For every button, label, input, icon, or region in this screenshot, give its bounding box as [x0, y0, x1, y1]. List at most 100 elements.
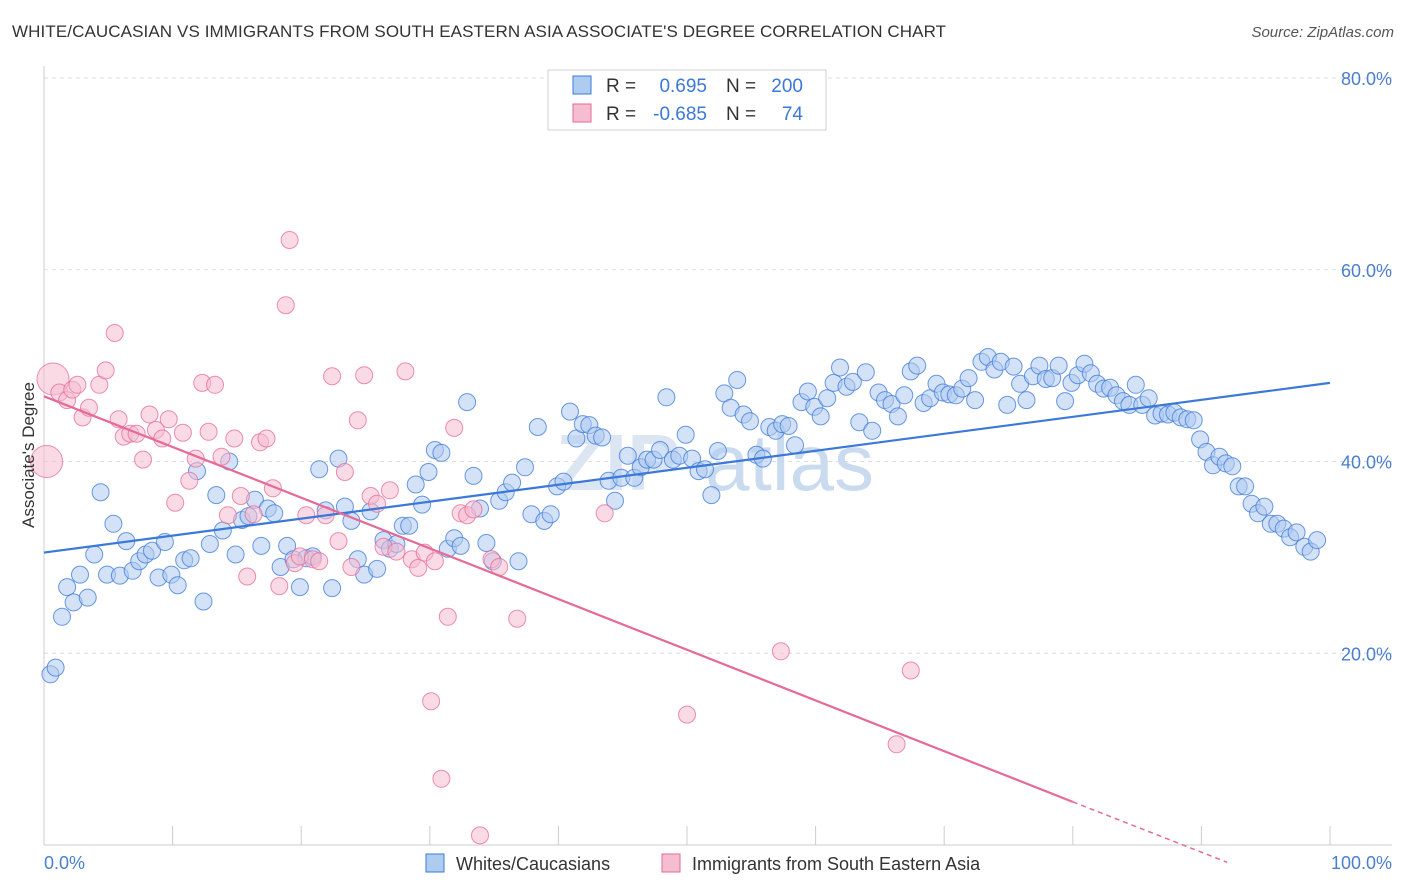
y-tick-label: 40.0% — [1341, 453, 1392, 473]
point-whites — [1236, 477, 1255, 496]
point-whites — [651, 441, 669, 459]
point-whites — [895, 386, 914, 405]
point-whites — [464, 466, 483, 485]
stats-swatch-blue — [572, 75, 592, 95]
point-immigrants — [276, 296, 295, 315]
point-whites — [1255, 497, 1274, 516]
point-whites — [888, 407, 907, 426]
point-whites — [606, 491, 624, 510]
point-whites — [53, 607, 71, 626]
point-immigrants — [212, 447, 231, 466]
point-whites — [863, 421, 882, 440]
point-immigrants — [387, 542, 406, 561]
point-immigrants — [396, 362, 415, 381]
point-whites — [85, 545, 104, 564]
trend-line-whites — [43, 381, 1331, 554]
point-whites — [959, 369, 978, 388]
point-whites — [966, 391, 985, 410]
point-whites — [1308, 531, 1327, 550]
chart-title: WHITE/CAUCASIAN VS IMMIGRANTS FROM SOUTH… — [12, 22, 947, 41]
point-immigrants — [310, 552, 329, 571]
y-tick-label: 80.0% — [1341, 69, 1392, 89]
legend-swatch-whites — [425, 853, 445, 873]
point-immigrants — [159, 410, 178, 429]
point-whites — [1139, 389, 1158, 408]
point-immigrants — [335, 463, 354, 481]
point-whites — [400, 516, 419, 535]
point-whites — [509, 552, 528, 571]
point-whites — [477, 534, 496, 552]
stats-r-label-pink: R = — [606, 104, 636, 125]
x-tick-label-max: 100.0% — [1331, 853, 1392, 873]
point-whites — [561, 402, 579, 421]
stats-r-value-pink: -0.685 — [653, 104, 707, 125]
point-whites — [593, 428, 612, 447]
point-immigrants — [342, 558, 361, 576]
point-whites — [1049, 356, 1068, 375]
point-whites — [458, 393, 477, 412]
point-whites — [252, 536, 271, 555]
point-whites — [856, 363, 875, 382]
point-whites — [1223, 457, 1242, 476]
point-whites — [200, 535, 219, 553]
point-whites — [786, 436, 804, 455]
point-immigrants — [244, 505, 263, 524]
point-whites — [1017, 391, 1036, 410]
point-immigrants — [173, 423, 192, 442]
point-whites — [618, 446, 637, 465]
point-immigrants — [238, 567, 257, 586]
trend-line-immigrants — [43, 395, 1074, 803]
point-whites — [451, 536, 470, 555]
point-immigrants — [280, 231, 299, 249]
point-whites — [831, 358, 849, 377]
point-immigrants — [140, 405, 159, 424]
point-whites — [741, 412, 759, 431]
y-tick-label: 20.0% — [1341, 644, 1392, 664]
point-immigrants — [471, 826, 489, 845]
point-immigrants — [180, 471, 199, 490]
point-immigrants — [30, 445, 64, 478]
point-whites — [811, 407, 830, 426]
point-immigrants — [105, 324, 124, 342]
point-immigrants — [270, 577, 289, 596]
point-whites — [702, 486, 721, 505]
point-immigrants — [68, 375, 87, 394]
point-immigrants — [678, 705, 696, 724]
point-whites — [779, 417, 798, 435]
point-immigrants — [771, 642, 790, 661]
point-immigrants — [432, 769, 451, 788]
point-whites — [908, 356, 927, 375]
stats-n-value-blue: 200 — [771, 76, 803, 97]
y-axis-title: Associate's Degree — [19, 382, 38, 528]
point-immigrants — [297, 506, 316, 525]
point-whites — [708, 442, 727, 460]
point-whites — [432, 443, 451, 462]
point-whites — [104, 514, 123, 533]
trend-lines — [43, 381, 1331, 863]
stats-swatch-pink — [572, 103, 592, 123]
point-immigrants — [422, 692, 441, 711]
point-whites — [843, 372, 862, 391]
point-immigrants — [425, 552, 444, 571]
point-whites — [290, 578, 309, 597]
legend-label-whites: Whites/Caucasians — [456, 854, 610, 874]
point-immigrants — [348, 411, 367, 430]
point-immigrants — [508, 609, 527, 628]
point-whites — [503, 473, 522, 492]
point-whites — [143, 541, 161, 560]
point-immigrants — [464, 500, 483, 519]
point-whites — [368, 559, 387, 578]
point-whites — [728, 371, 747, 389]
point-immigrants — [901, 661, 920, 680]
point-whites — [998, 395, 1017, 414]
y-tick-label: 60.0% — [1341, 261, 1392, 281]
point-whites — [528, 418, 547, 436]
point-whites — [554, 472, 573, 491]
point-immigrants — [206, 375, 224, 394]
legend-label-immigrants: Immigrants from South Eastern Asia — [692, 854, 981, 874]
point-immigrants — [96, 361, 115, 380]
source-label: Source: ZipAtlas.com — [1251, 24, 1394, 41]
point-whites — [1126, 375, 1145, 394]
point-immigrants — [166, 493, 185, 512]
